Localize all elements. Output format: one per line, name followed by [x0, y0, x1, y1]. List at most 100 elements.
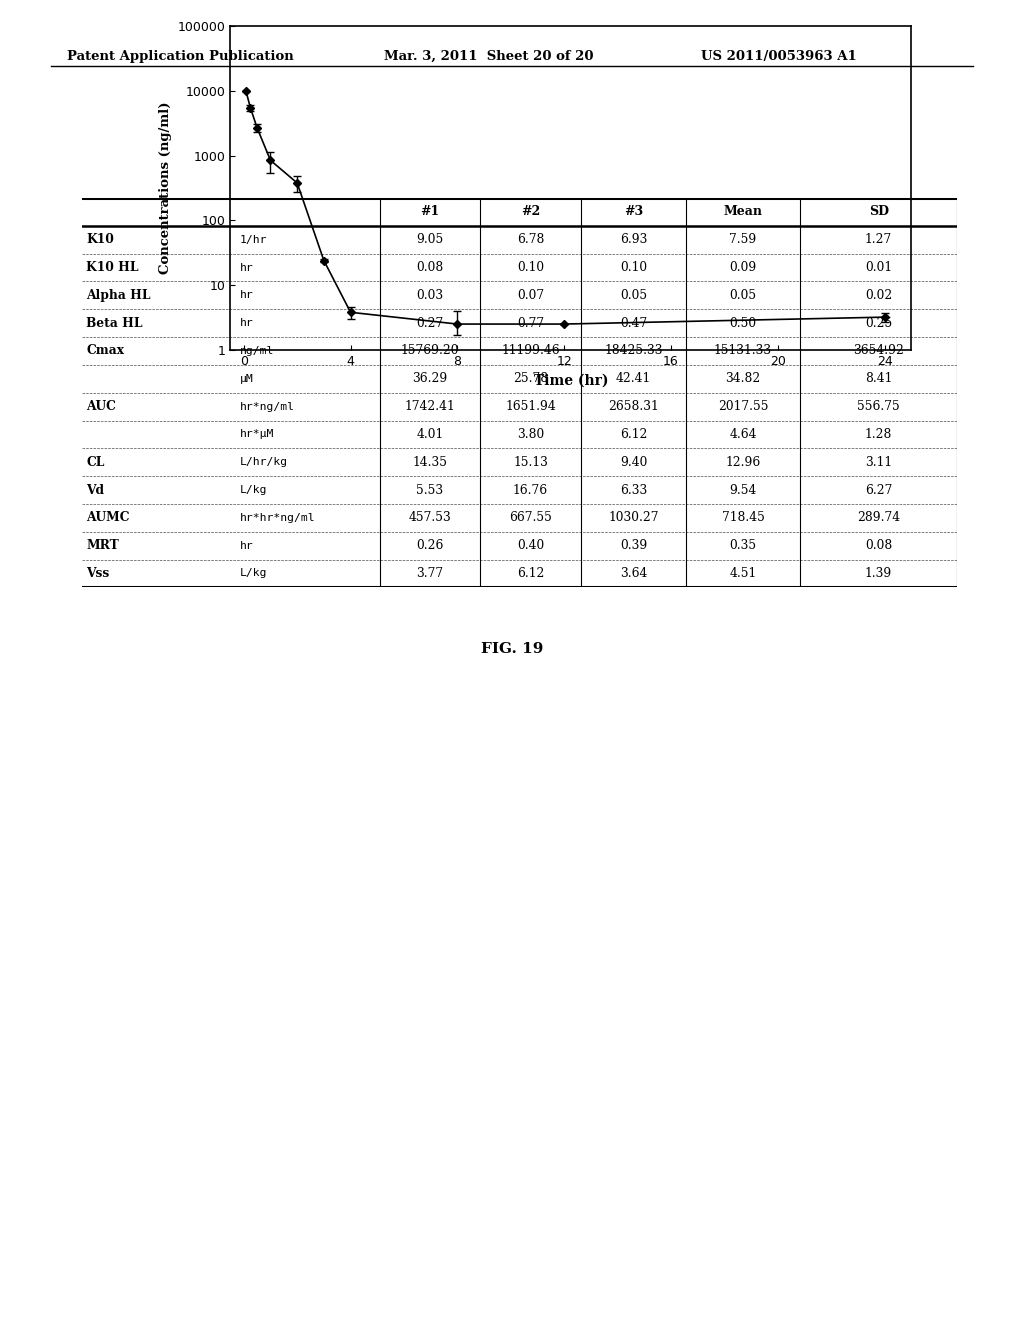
Text: AUMC: AUMC — [86, 511, 130, 524]
Text: L/kg: L/kg — [240, 484, 267, 495]
Text: 0.35: 0.35 — [729, 539, 757, 552]
Text: 457.53: 457.53 — [409, 511, 452, 524]
Text: Beta HL: Beta HL — [86, 317, 142, 330]
Text: 12.96: 12.96 — [725, 455, 761, 469]
Text: 667.55: 667.55 — [509, 511, 552, 524]
Text: hr: hr — [240, 290, 253, 301]
Text: 25.78: 25.78 — [513, 372, 548, 385]
Y-axis label: Concentrations (ng/ml): Concentrations (ng/ml) — [159, 102, 172, 275]
Text: Alpha HL: Alpha HL — [86, 289, 151, 302]
Text: 0.01: 0.01 — [865, 261, 892, 275]
Text: FIG. 19: FIG. 19 — [481, 643, 543, 656]
Text: 0.05: 0.05 — [620, 289, 647, 302]
Text: 0.27: 0.27 — [417, 317, 443, 330]
Text: 0.02: 0.02 — [865, 289, 892, 302]
Text: 14.35: 14.35 — [413, 455, 447, 469]
Text: 9.40: 9.40 — [620, 455, 647, 469]
Text: 3.64: 3.64 — [620, 568, 647, 579]
Text: 9.05: 9.05 — [417, 234, 443, 247]
Text: AUC: AUC — [86, 400, 116, 413]
Text: 4.64: 4.64 — [729, 428, 757, 441]
Text: 11199.46: 11199.46 — [502, 345, 560, 358]
Text: 1030.27: 1030.27 — [608, 511, 658, 524]
Text: Mean: Mean — [723, 206, 763, 218]
Text: 15769.20: 15769.20 — [400, 345, 459, 358]
Text: 718.45: 718.45 — [722, 511, 764, 524]
Text: 18425.33: 18425.33 — [604, 345, 663, 358]
Text: 0.47: 0.47 — [620, 317, 647, 330]
Text: CL: CL — [86, 455, 104, 469]
Text: 1.28: 1.28 — [865, 428, 892, 441]
Text: 8.41: 8.41 — [865, 372, 892, 385]
Text: 42.41: 42.41 — [615, 372, 651, 385]
Text: 6.12: 6.12 — [620, 428, 647, 441]
Text: 5.53: 5.53 — [417, 483, 443, 496]
Text: hr*μM: hr*μM — [240, 429, 273, 440]
Text: 6.27: 6.27 — [865, 483, 892, 496]
Text: 1742.41: 1742.41 — [404, 400, 456, 413]
Text: Vss: Vss — [86, 568, 110, 579]
Text: 3.77: 3.77 — [417, 568, 443, 579]
Text: 0.08: 0.08 — [865, 539, 892, 552]
Text: 0.50: 0.50 — [729, 317, 757, 330]
Text: 0.10: 0.10 — [517, 261, 544, 275]
Text: 15131.33: 15131.33 — [714, 345, 772, 358]
Text: 0.39: 0.39 — [620, 539, 647, 552]
Text: 4.01: 4.01 — [417, 428, 443, 441]
Text: 0.08: 0.08 — [417, 261, 443, 275]
Text: L/kg: L/kg — [240, 569, 267, 578]
Text: 3654.92: 3654.92 — [853, 345, 904, 358]
Text: MRT: MRT — [86, 539, 119, 552]
Text: hr: hr — [240, 263, 253, 272]
Text: #1: #1 — [420, 206, 439, 218]
Text: hr: hr — [240, 541, 253, 550]
Text: 0.10: 0.10 — [620, 261, 647, 275]
Text: 1.27: 1.27 — [865, 234, 892, 247]
Text: 6.93: 6.93 — [620, 234, 647, 247]
Text: 6.12: 6.12 — [517, 568, 545, 579]
Text: L/hr/kg: L/hr/kg — [240, 457, 288, 467]
Text: 556.75: 556.75 — [857, 400, 900, 413]
Text: hr*ng/ml: hr*ng/ml — [240, 401, 295, 412]
Text: Mar. 3, 2011  Sheet 20 of 20: Mar. 3, 2011 Sheet 20 of 20 — [384, 50, 594, 63]
Text: 1.39: 1.39 — [865, 568, 892, 579]
Text: 0.09: 0.09 — [729, 261, 757, 275]
Text: 6.33: 6.33 — [620, 483, 647, 496]
Text: K10: K10 — [86, 234, 114, 247]
Text: 2017.55: 2017.55 — [718, 400, 768, 413]
Text: 1651.94: 1651.94 — [505, 400, 556, 413]
Text: 6.78: 6.78 — [517, 234, 545, 247]
Text: SD: SD — [868, 206, 889, 218]
Text: 34.82: 34.82 — [725, 372, 761, 385]
Text: 0.03: 0.03 — [417, 289, 443, 302]
Text: K10 HL: K10 HL — [86, 261, 139, 275]
Text: ng/ml: ng/ml — [240, 346, 273, 356]
Text: 9.54: 9.54 — [729, 483, 757, 496]
Text: hr*hr*ng/ml: hr*hr*ng/ml — [240, 513, 315, 523]
Text: Patent Application Publication: Patent Application Publication — [67, 50, 293, 63]
Text: 16.76: 16.76 — [513, 483, 548, 496]
Text: μM: μM — [240, 374, 253, 384]
Text: #3: #3 — [624, 206, 643, 218]
Text: 289.74: 289.74 — [857, 511, 900, 524]
Text: Vd: Vd — [86, 483, 104, 496]
Text: 2658.31: 2658.31 — [608, 400, 658, 413]
Text: 0.25: 0.25 — [865, 317, 892, 330]
Text: hr: hr — [240, 318, 253, 329]
Text: 3.80: 3.80 — [517, 428, 544, 441]
Text: Cmax: Cmax — [86, 345, 124, 358]
Text: 4.51: 4.51 — [729, 568, 757, 579]
Text: #2: #2 — [521, 206, 541, 218]
Text: 1/hr: 1/hr — [240, 235, 267, 244]
Text: 3.11: 3.11 — [865, 455, 892, 469]
Text: 0.07: 0.07 — [517, 289, 544, 302]
X-axis label: Time (hr): Time (hr) — [534, 374, 608, 387]
Text: 0.40: 0.40 — [517, 539, 544, 552]
Text: 0.26: 0.26 — [416, 539, 443, 552]
Text: 0.77: 0.77 — [517, 317, 544, 330]
Text: US 2011/0053963 A1: US 2011/0053963 A1 — [701, 50, 857, 63]
Text: 15.13: 15.13 — [513, 455, 548, 469]
Text: 7.59: 7.59 — [729, 234, 757, 247]
Text: 36.29: 36.29 — [413, 372, 447, 385]
Text: 0.05: 0.05 — [729, 289, 757, 302]
